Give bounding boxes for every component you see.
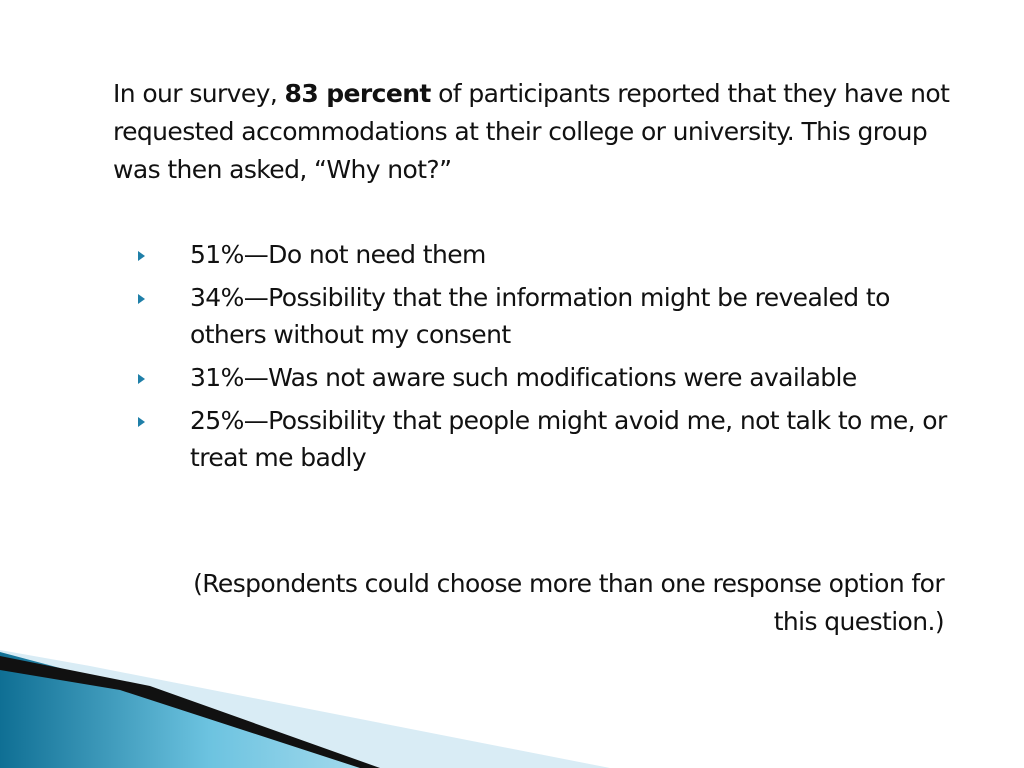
intro-suffix: of participants reported that they have …: [113, 79, 950, 184]
intro-emphasis: 83 percent: [284, 79, 432, 108]
bullet-text: 31%—Was not aware such modifications wer…: [190, 363, 857, 392]
bullet-item: 25%—Possibility that people might avoid …: [138, 402, 958, 476]
decorative-swoosh: [0, 650, 610, 768]
bullet-list: 51%—Do not need them 34%—Possibility tha…: [138, 236, 958, 482]
bullet-item: 51%—Do not need them: [138, 236, 958, 273]
intro-prefix: In our survey,: [113, 79, 285, 108]
bullet-text: 25%—Possibility that people might avoid …: [190, 406, 947, 472]
bullet-item: 31%—Was not aware such modifications wer…: [138, 359, 958, 396]
footnote: (Respondents could choose more than one …: [193, 569, 944, 636]
triangle-bullet-icon: [138, 251, 145, 261]
bullet-item: 34%—Possibility that the information mig…: [138, 279, 958, 353]
bullet-text: 51%—Do not need them: [190, 240, 486, 269]
swoosh-black-stripe: [0, 656, 380, 768]
triangle-bullet-icon: [138, 294, 145, 304]
triangle-bullet-icon: [138, 374, 145, 384]
triangle-bullet-icon: [138, 417, 145, 427]
bullet-text: 34%—Possibility that the information mig…: [190, 283, 890, 349]
intro-paragraph: In our survey, 83 percent of participant…: [113, 75, 953, 189]
